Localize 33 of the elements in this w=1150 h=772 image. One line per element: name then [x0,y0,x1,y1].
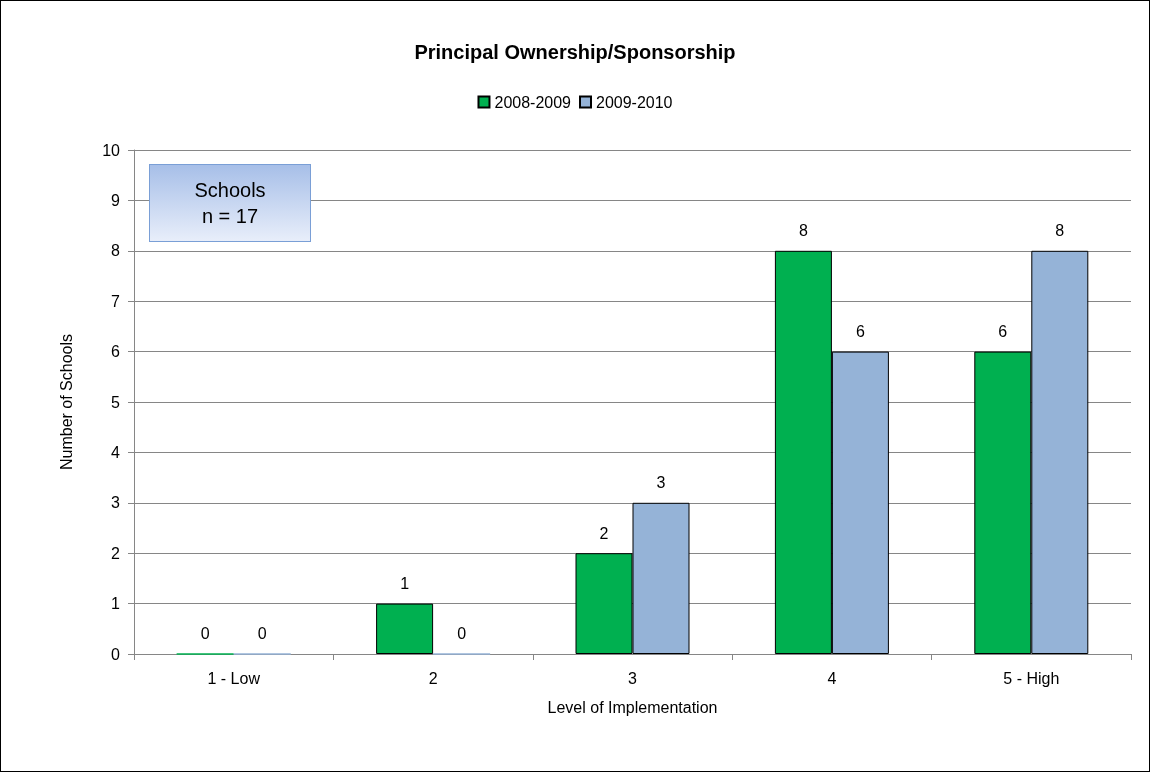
y-axis-title: Number of Schools [57,333,75,471]
data-label: 2 [599,524,609,542]
y-tick-label: 1 [111,595,121,613]
y-tick-label: 0 [111,645,121,663]
y-tick-label: 7 [111,292,121,310]
y-tick-label: 5 [111,393,121,411]
data-label: 1 [400,575,410,593]
bar [376,603,434,654]
legend-label: 2009-2010 [596,93,673,111]
data-label: 0 [200,625,210,642]
data-label: 3 [656,474,666,492]
data-label: 8 [798,222,808,240]
data-label: 6 [998,323,1008,341]
x-tick-label: 3 [628,669,638,687]
x-tick-label: 4 [827,669,837,687]
data-label: 0 [457,625,467,642]
data-label: 0 [257,625,267,642]
chart-title: Principal Ownership/Sponsorship [414,41,736,63]
legend-label: 2008-2009 [494,93,572,111]
note-box: Schools n = 17 [149,164,311,242]
x-tick-label: 2 [428,669,438,687]
x-tick-label: 1 - Low [207,669,261,687]
y-tick-label: 9 [111,191,121,209]
y-tick-label: 2 [111,544,121,562]
x-tick-label: 5 - High [1003,669,1060,687]
y-tick-label: 4 [111,443,121,461]
data-label: 6 [855,323,865,341]
y-tick-label: 3 [111,494,121,512]
y-tick-label: 8 [111,242,121,260]
y-tick-label: 10 [102,141,121,159]
x-axis-title: Level of Implementation [547,698,718,716]
y-tick-label: 6 [111,343,121,361]
data-label: 8 [1055,222,1065,240]
